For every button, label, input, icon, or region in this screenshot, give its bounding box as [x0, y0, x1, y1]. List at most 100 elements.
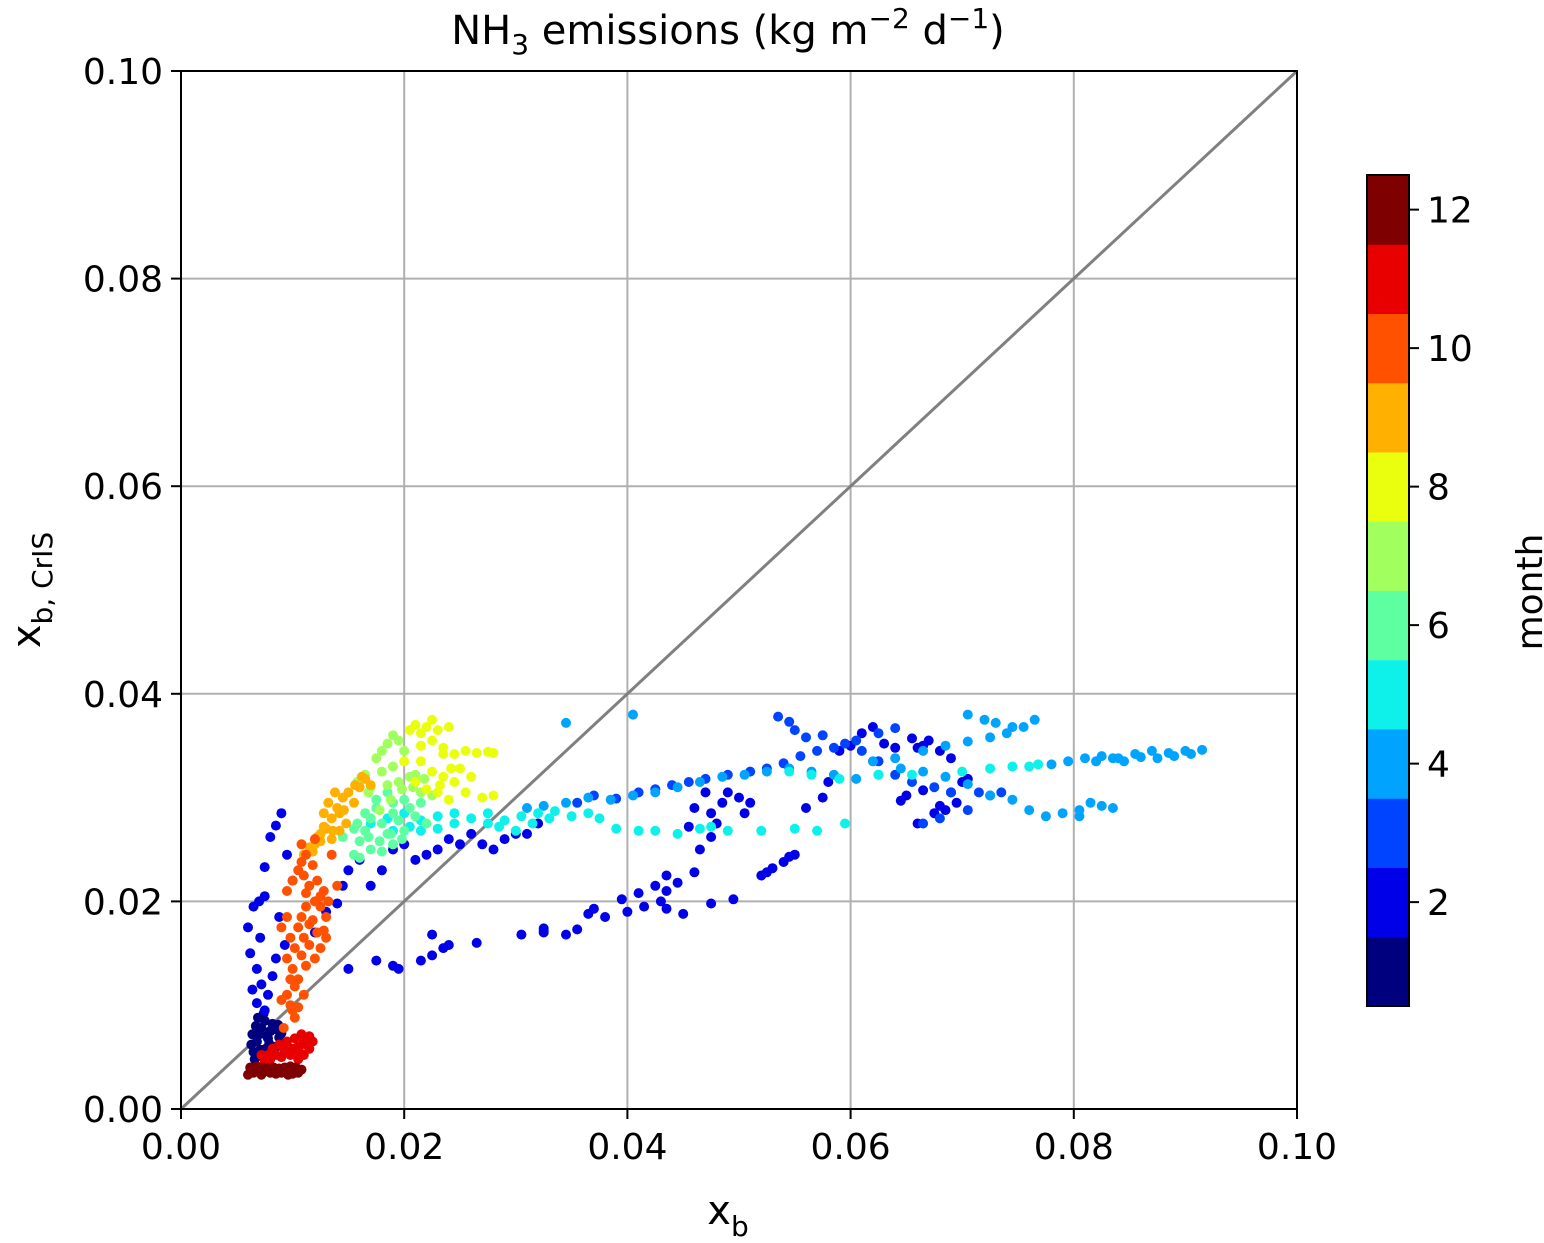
y-tick-label: 0.02 — [83, 882, 163, 923]
data-point — [354, 852, 365, 863]
data-point — [270, 820, 281, 831]
data-point — [661, 886, 672, 896]
data-point — [251, 963, 262, 974]
data-point — [1186, 749, 1196, 759]
data-point — [879, 738, 890, 749]
data-point — [895, 763, 906, 774]
data-point — [1040, 811, 1051, 822]
data-point — [1096, 800, 1107, 811]
data-point — [296, 950, 307, 961]
data-point — [326, 813, 337, 824]
data-point — [427, 766, 438, 777]
data-point — [717, 797, 728, 808]
data-point — [443, 722, 454, 732]
colorbar-segment — [1367, 590, 1409, 661]
data-point — [901, 790, 912, 801]
data-point — [326, 849, 337, 860]
data-point — [363, 832, 374, 842]
data-point — [789, 823, 800, 834]
y-axis-ticks: 0.00 0.02 0.04 0.06 0.08 0.10 — [83, 52, 181, 1131]
data-point — [1063, 756, 1074, 767]
data-point — [962, 709, 973, 720]
data-point — [385, 828, 396, 839]
colorbar-tick-label: 2 — [1427, 883, 1450, 924]
data-point — [397, 834, 407, 845]
data-point — [287, 963, 298, 974]
data-point — [1152, 753, 1163, 764]
data-point — [940, 740, 951, 751]
data-point — [522, 803, 532, 813]
data-point — [1135, 752, 1146, 763]
data-point — [706, 832, 717, 842]
data-point — [605, 794, 616, 805]
data-point — [323, 896, 334, 907]
data-point — [365, 844, 376, 855]
data-point — [572, 797, 583, 808]
data-point — [851, 773, 862, 784]
data-point — [415, 756, 426, 767]
data-point — [432, 725, 443, 736]
series-month-9 — [298, 771, 376, 860]
data-point — [410, 777, 421, 787]
data-point — [301, 888, 311, 899]
data-point — [583, 808, 594, 819]
data-point — [321, 912, 332, 922]
data-point — [365, 880, 376, 891]
data-point — [488, 748, 499, 758]
data-point — [397, 784, 407, 795]
data-point — [761, 766, 772, 777]
data-point — [289, 943, 300, 954]
data-point — [934, 813, 945, 824]
data-point — [343, 865, 354, 876]
data-point — [415, 797, 426, 808]
data-point — [471, 937, 482, 948]
data-point — [650, 880, 661, 891]
data-point — [265, 832, 276, 842]
y-tick-label: 0.08 — [83, 260, 163, 301]
data-point — [341, 818, 352, 829]
data-point — [990, 717, 1001, 728]
data-point — [294, 1046, 305, 1057]
colorbar-segment — [1367, 659, 1409, 730]
data-point — [301, 901, 311, 912]
data-point — [410, 769, 421, 780]
chart-title: NH3 emissions (kg m−2 d−1) — [451, 2, 1005, 61]
colorbar-segment — [1367, 729, 1409, 799]
data-point — [432, 823, 443, 834]
data-point — [1091, 756, 1102, 767]
data-point — [376, 846, 387, 857]
colorbar-tick-label: 10 — [1427, 329, 1473, 370]
data-point — [419, 773, 430, 784]
data-point — [527, 818, 538, 829]
x-tick-label: 0.04 — [587, 1127, 667, 1168]
y-axis-label: xb, CrIS — [4, 532, 59, 648]
colorbar-segment — [1367, 867, 1409, 938]
x-axis-ticks: 0.00 0.02 0.04 0.06 0.08 0.10 — [141, 1109, 1337, 1168]
data-point — [1046, 759, 1057, 770]
data-point — [867, 756, 878, 767]
data-point — [343, 963, 354, 974]
data-point — [1033, 759, 1044, 770]
data-point — [304, 940, 315, 950]
colorbar-segment — [1367, 798, 1409, 868]
data-point — [309, 834, 320, 845]
data-point — [672, 877, 683, 888]
data-point — [354, 836, 365, 847]
data-point — [739, 769, 750, 780]
data-point — [399, 794, 410, 805]
data-point — [410, 854, 421, 865]
data-point — [694, 777, 705, 787]
colorbar-segment — [1367, 452, 1409, 522]
colorbar-frame — [1366, 174, 1410, 1007]
data-point — [471, 748, 482, 758]
data-point — [962, 779, 973, 790]
data-point — [410, 811, 421, 822]
data-point — [289, 981, 300, 992]
data-point — [583, 792, 594, 803]
data-point — [247, 1065, 258, 1076]
data-point — [263, 989, 273, 1000]
data-point — [304, 919, 315, 930]
data-point — [323, 797, 334, 808]
data-point — [1007, 794, 1018, 805]
